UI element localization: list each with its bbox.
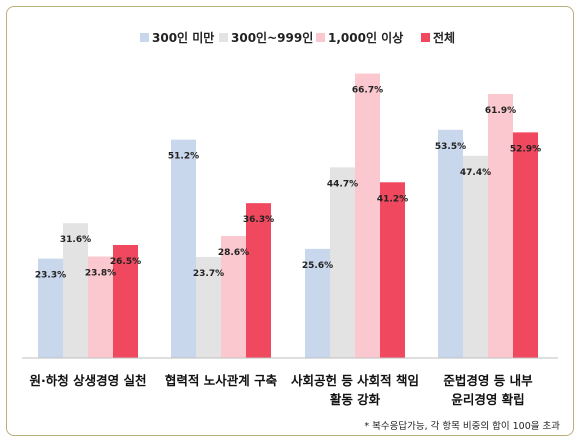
category-label-2: 협력적 노사관계 구축 bbox=[165, 373, 278, 388]
value-label-s2-c1: 31.6% bbox=[60, 235, 91, 245]
value-label-s3-c1: 23.8% bbox=[85, 268, 116, 278]
bar-s3-c3 bbox=[355, 73, 380, 358]
bar-s1-c3 bbox=[305, 248, 330, 358]
bar-s1-c1 bbox=[38, 258, 63, 358]
bar-s3-c1 bbox=[88, 256, 113, 358]
value-label-s4-c3: 41.2% bbox=[377, 194, 408, 204]
category-label-3-line-1: 사회공헌 등 사회적 책임 bbox=[291, 373, 419, 388]
value-label-s1-c2: 51.2% bbox=[168, 152, 199, 162]
category-label-1: 원·하청 상생경영 실천 bbox=[30, 373, 147, 388]
value-labels: 23.3% 51.2% 25.6% 53.5% 31.6% 23.7% 44.7% 47.4%… bbox=[35, 86, 541, 281]
value-label-s4-c4: 52.9% bbox=[510, 144, 541, 154]
bar-s3-c4 bbox=[488, 93, 513, 359]
bar-s1-c4 bbox=[438, 129, 463, 358]
legend: 300인 미만 300인~999인 1,000인 이상 전체 bbox=[140, 30, 455, 45]
legend-label-4: 전체 bbox=[433, 30, 455, 45]
value-label-s3-c2: 28.6% bbox=[218, 248, 249, 258]
bar-s4-c1 bbox=[113, 244, 138, 358]
category-label-4-line-1: 준법경영 등 내부 bbox=[443, 373, 533, 388]
value-label-s3-c3: 66.7% bbox=[352, 86, 383, 96]
bar-s2-c4 bbox=[463, 155, 488, 358]
value-label-s2-c4: 47.4% bbox=[460, 168, 491, 178]
bar-s4-c4 bbox=[513, 132, 538, 358]
bars bbox=[38, 73, 538, 359]
value-label-s3-c4: 61.9% bbox=[485, 106, 516, 116]
bar-s2-c2 bbox=[196, 256, 221, 358]
value-label-s1-c4: 53.5% bbox=[435, 142, 466, 152]
legend-label-1: 300인 미만 bbox=[152, 30, 214, 45]
bar-s4-c2 bbox=[246, 203, 271, 358]
legend-swatch-4 bbox=[421, 33, 430, 42]
value-label-s4-c1: 26.5% bbox=[110, 257, 141, 267]
category-label-4-line-2: 윤리경영 확립 bbox=[451, 392, 524, 407]
bar-s2-c1 bbox=[63, 223, 88, 358]
footnote: * 복수응답가능, 각 항목 비중의 합이 100을 초과 bbox=[364, 421, 560, 432]
legend-swatch-3 bbox=[316, 33, 325, 42]
bar-s2-c3 bbox=[330, 167, 355, 358]
legend-swatch-2 bbox=[219, 33, 228, 42]
legend-label-2: 300인~999인 bbox=[231, 30, 313, 45]
legend-swatch-1 bbox=[140, 33, 149, 42]
value-label-s4-c2: 36.3% bbox=[243, 215, 274, 225]
value-label-s1-c1: 23.3% bbox=[35, 271, 66, 281]
bar-s3-c2 bbox=[221, 236, 246, 358]
value-label-s2-c3: 44.7% bbox=[327, 179, 358, 189]
bar-s1-c2 bbox=[171, 139, 196, 358]
value-label-s2-c2: 23.7% bbox=[193, 269, 224, 279]
legend-label-3: 1,000인 이상 bbox=[328, 30, 403, 45]
bar-s4-c3 bbox=[380, 182, 405, 358]
value-label-s1-c3: 25.6% bbox=[302, 261, 333, 271]
category-label-3-line-2: 활동 강화 bbox=[330, 392, 381, 407]
